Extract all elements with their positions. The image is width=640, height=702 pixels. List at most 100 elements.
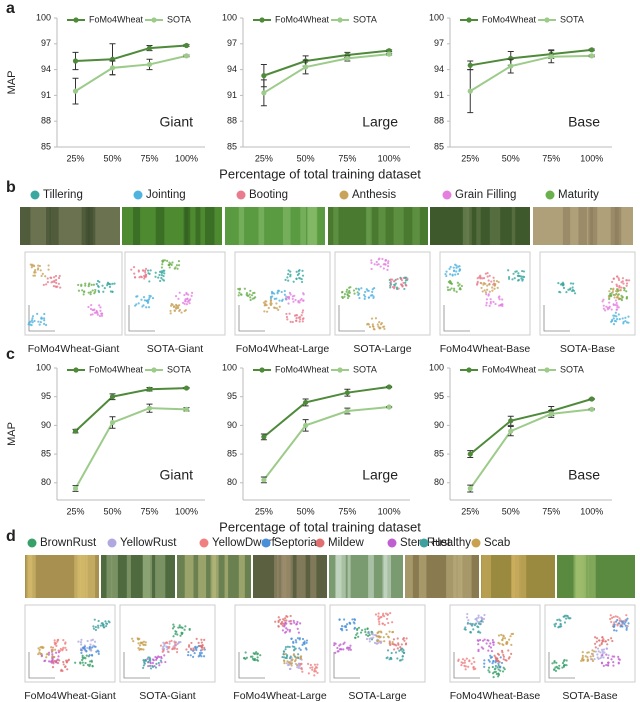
- embedding-point: [31, 317, 34, 320]
- photo-texture: [74, 555, 81, 598]
- embedding-point: [144, 659, 148, 662]
- embedding-point: [460, 661, 463, 664]
- embedding-point: [390, 651, 393, 655]
- embedding-point: [299, 648, 302, 651]
- embedding-point: [400, 283, 403, 286]
- embedding-point: [155, 662, 158, 665]
- embedding-point: [466, 621, 470, 625]
- embedding-point: [184, 625, 187, 628]
- embedding-point: [360, 287, 363, 290]
- embedding-point: [453, 289, 456, 292]
- embedding-point: [273, 292, 276, 295]
- embedding-point: [30, 319, 34, 322]
- embedding-point: [264, 300, 267, 303]
- panel-label: d: [6, 528, 16, 545]
- embedding-point: [620, 294, 623, 297]
- embedding-point: [364, 628, 367, 631]
- embedding-point: [113, 282, 116, 285]
- embedding-point: [398, 659, 402, 662]
- embedding-point: [502, 643, 505, 647]
- embedding-point: [566, 614, 569, 618]
- embedding-point: [92, 625, 95, 628]
- embedding-point: [554, 669, 558, 672]
- embedding-point: [176, 633, 179, 636]
- class-label: Maturity: [558, 189, 599, 201]
- series-line: [263, 406, 390, 481]
- embedding-point: [142, 664, 145, 667]
- embedding-point: [96, 313, 99, 316]
- embedding-point: [300, 280, 304, 284]
- embedding-point: [373, 328, 376, 331]
- point: [183, 42, 190, 49]
- embedding-point: [295, 270, 298, 273]
- embedding-point: [255, 658, 259, 662]
- embedding-point: [510, 643, 513, 647]
- embedding-point: [93, 308, 96, 311]
- y-tick-label: 91: [434, 90, 444, 100]
- embedding-point: [498, 295, 501, 298]
- embedding-frame: [234, 251, 331, 336]
- embedding-point: [497, 664, 500, 667]
- embedding-point: [488, 660, 491, 663]
- embedding-point: [602, 638, 605, 641]
- embedding-point: [357, 287, 360, 290]
- class-swatch: [442, 190, 452, 200]
- embedding-point: [615, 318, 619, 321]
- embedding-point: [624, 624, 627, 627]
- photo-texture: [333, 207, 339, 245]
- embedding-point: [482, 277, 486, 280]
- y-tick-label: 85: [434, 141, 444, 151]
- embedding-point: [385, 657, 388, 660]
- embedding-point: [284, 648, 287, 651]
- embedding-point: [473, 624, 477, 627]
- embedding-point: [192, 647, 195, 650]
- series-line: [469, 54, 592, 92]
- class-label: YellowRust: [120, 537, 177, 549]
- embedding-point: [401, 650, 404, 653]
- embedding-point: [101, 284, 104, 287]
- embedding-point: [243, 287, 246, 290]
- embedding-point: [148, 272, 151, 276]
- embedding-point: [305, 639, 309, 642]
- embedding-point: [288, 657, 292, 660]
- photo-texture: [155, 207, 165, 245]
- embedding-point: [197, 641, 200, 644]
- legend-marker: [466, 17, 472, 23]
- embedding-point: [377, 263, 380, 266]
- embedding-point: [243, 656, 246, 660]
- embedding-point: [173, 309, 177, 313]
- photo-texture: [300, 207, 307, 245]
- embedding-point: [291, 658, 294, 661]
- embedding-point: [62, 660, 65, 664]
- photo-texture: [378, 207, 386, 245]
- embedding-point: [388, 641, 391, 644]
- x-tick-label: 25%: [255, 506, 273, 516]
- embedding-point: [299, 655, 303, 658]
- embedding-point: [163, 272, 166, 275]
- photo-texture: [453, 555, 462, 598]
- embedding-point: [273, 306, 277, 310]
- embedding-point: [245, 291, 249, 295]
- embedding-point: [610, 616, 614, 619]
- embedding-point: [137, 270, 140, 273]
- panel-label: c: [6, 346, 15, 363]
- embedding-point: [104, 620, 107, 623]
- embedding-point: [146, 269, 150, 272]
- photo-texture: [210, 555, 219, 598]
- embedding-point: [309, 666, 312, 669]
- y-tick-label: 88: [227, 116, 237, 126]
- embedding-point: [584, 655, 587, 658]
- legend-label: SOTA: [353, 364, 377, 374]
- embedding-point: [188, 644, 191, 647]
- point: [183, 385, 190, 391]
- embedding-point: [606, 643, 609, 646]
- embedding-point: [89, 291, 92, 294]
- legend-label: SOTA: [353, 14, 377, 24]
- photo-texture: [310, 555, 317, 598]
- embedding-point: [41, 646, 44, 650]
- embedding-point: [483, 638, 486, 641]
- embedding-point: [144, 273, 147, 276]
- y-tick-label: 91: [227, 90, 237, 100]
- embedding-point: [502, 634, 505, 637]
- embedding-point: [496, 659, 499, 663]
